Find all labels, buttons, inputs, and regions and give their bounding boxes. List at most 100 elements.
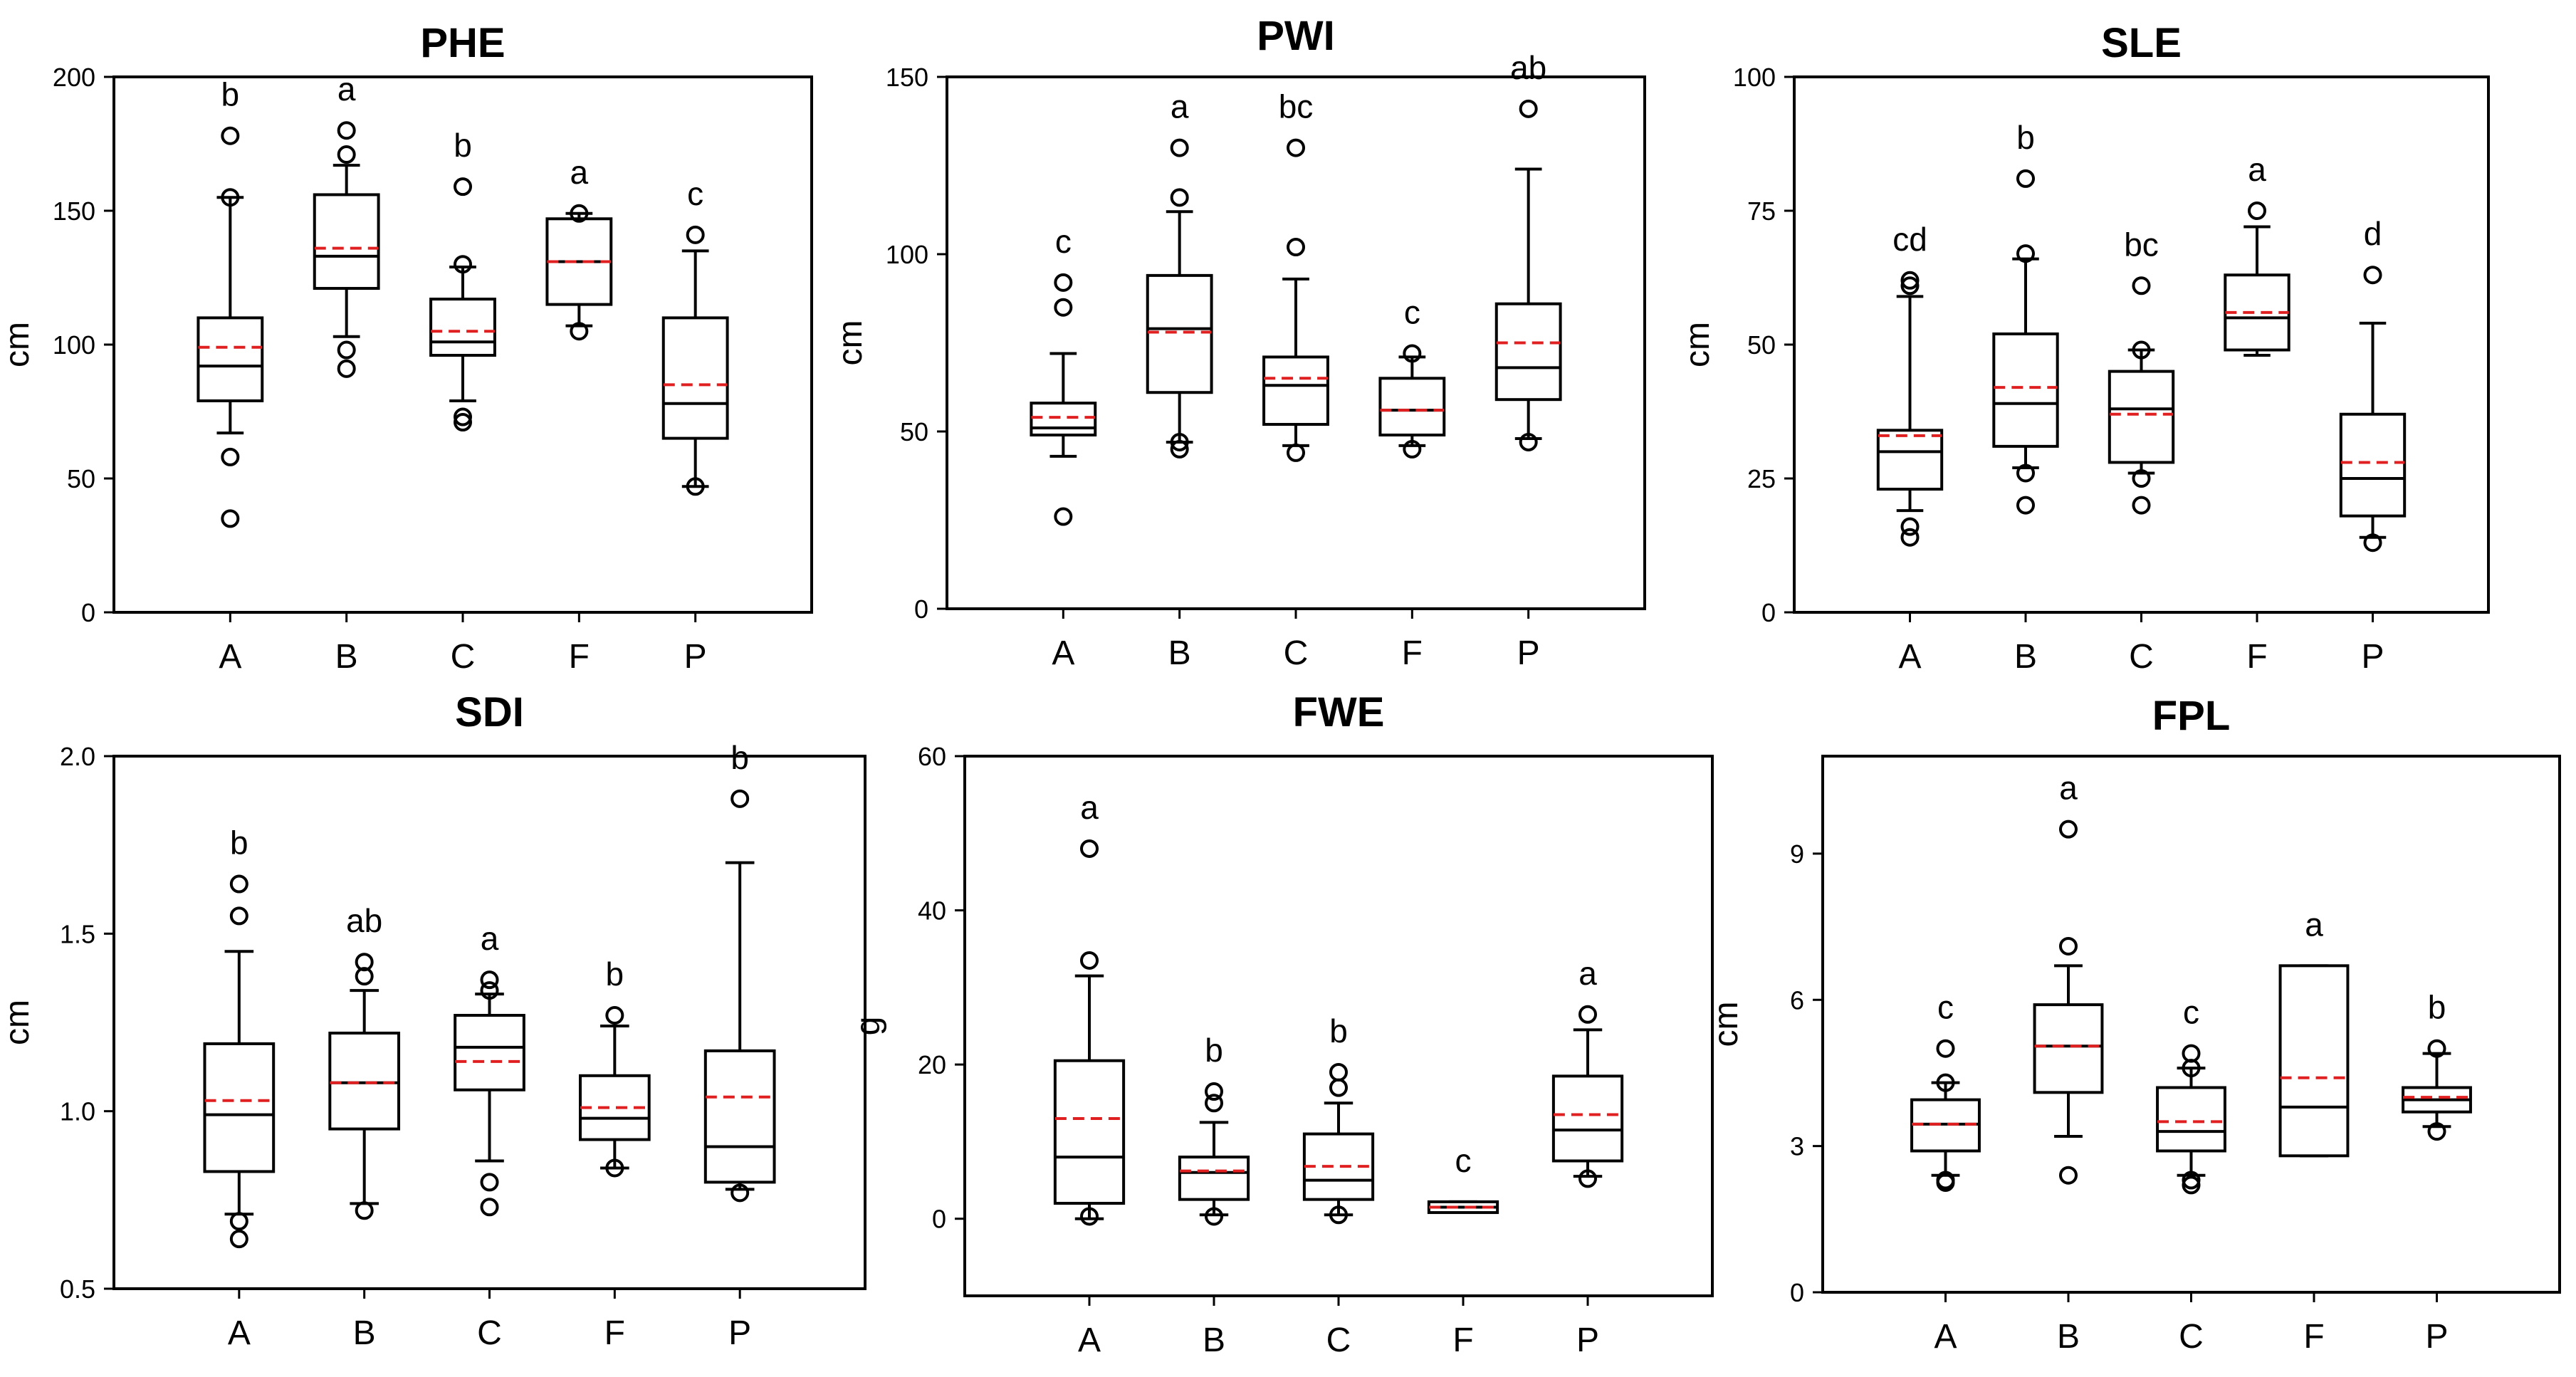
outlier-point — [355, 967, 374, 986]
outlier-point — [1329, 1078, 1348, 1097]
box-c: b — [429, 127, 496, 432]
y-tick-label: 0 — [1761, 598, 1776, 627]
x-tick-label: A — [228, 1314, 251, 1352]
iqr-box — [1146, 273, 1213, 394]
outlier-point — [1936, 1173, 1955, 1192]
x-tick-label: P — [728, 1314, 751, 1352]
outlier-point — [2182, 1059, 2201, 1078]
box-b: a — [1146, 88, 1213, 459]
outlier-point — [2363, 266, 2382, 285]
iqr-box — [1551, 1074, 1624, 1163]
outlier-point — [1403, 439, 1422, 459]
panel-fpl: FPL cm 0 3 6 9 c Aa Bc Ca Fb P — [1707, 693, 2561, 1356]
outlier-point — [2059, 820, 2078, 839]
outlier-point — [1054, 507, 1073, 526]
box-a: c — [1030, 223, 1097, 526]
significance-letter: a — [2305, 906, 2323, 943]
significance-letter: b — [230, 824, 248, 862]
outlier-point — [686, 225, 705, 244]
outlier-point — [454, 255, 472, 274]
x-tick-label: F — [2246, 638, 2267, 676]
y-axis-label: g — [849, 1017, 887, 1036]
outlier-point — [480, 981, 499, 1000]
iqr-box — [1378, 377, 1446, 436]
box-c: b — [1302, 1012, 1375, 1225]
box-p: a — [1551, 955, 1624, 1188]
iqr-box — [1178, 1156, 1250, 1201]
significance-letter: cd — [1892, 221, 1927, 258]
x-tick-label: B — [2057, 1318, 2080, 1356]
outlier-point — [221, 126, 240, 145]
iqr-box — [2278, 964, 2350, 1158]
y-tick-label: 6 — [1790, 985, 1804, 1015]
outlier-point — [1205, 1207, 1223, 1226]
significance-letter: a — [2248, 151, 2266, 188]
outlier-point — [1287, 138, 1305, 157]
outlier-point — [2132, 469, 2151, 488]
significance-letter: b — [606, 955, 624, 993]
box-b: ab — [328, 902, 401, 1220]
outlier-point — [337, 145, 356, 164]
x-tick-label: A — [1078, 1321, 1101, 1359]
outlier-point — [221, 447, 240, 466]
x-tick-label: F — [2303, 1318, 2324, 1356]
outlier-point — [2182, 1176, 2201, 1195]
x-tick-label: C — [1284, 634, 1309, 672]
outlier-point — [605, 1158, 624, 1178]
outlier-point — [337, 340, 356, 360]
outlier-point — [1936, 1073, 1955, 1092]
x-tick-label: P — [2361, 638, 2384, 676]
outlier-point — [1054, 298, 1073, 317]
box-f: a — [545, 154, 613, 341]
x-tick-label: C — [2129, 638, 2154, 676]
iqr-box — [203, 1042, 276, 1173]
y-tick-label: 40 — [918, 896, 946, 926]
outlier-point — [2059, 1166, 2078, 1185]
panel-title: FWE — [1293, 689, 1385, 735]
y-tick-label: 150 — [886, 63, 928, 92]
x-tick-label: F — [569, 638, 590, 676]
box-c: a — [454, 920, 525, 1217]
significance-letter: a — [1080, 789, 1099, 826]
outlier-point — [1936, 1039, 1955, 1058]
iqr-box — [1876, 429, 1944, 491]
y-tick-label: 25 — [1747, 464, 1776, 493]
box-c: bc — [1262, 88, 1329, 462]
outlier-point — [480, 1173, 499, 1192]
x-tick-label: F — [604, 1314, 625, 1352]
outlier-point — [1170, 439, 1189, 459]
iqr-box — [2108, 370, 2175, 464]
outlier-point — [2059, 936, 2078, 955]
significance-letter: a — [337, 70, 356, 108]
significance-letter: c — [2183, 994, 2199, 1031]
panel-title: PWI — [1257, 13, 1335, 59]
iqr-box — [1494, 302, 1562, 402]
y-tick-label: 2.0 — [60, 742, 95, 771]
box-p: b — [703, 739, 776, 1203]
outlier-point — [2016, 244, 2035, 263]
significance-letter: c — [1455, 1142, 1472, 1179]
iqr-box — [2339, 412, 2407, 518]
plot-frame — [1793, 75, 2490, 614]
iqr-box — [661, 316, 729, 440]
box-a: a — [1053, 789, 1126, 1226]
significance-letter: b — [2016, 119, 2035, 156]
y-tick-label: 100 — [1733, 63, 1776, 92]
outlier-point — [229, 1212, 248, 1231]
panel-title: SDI — [455, 689, 524, 735]
y-tick-label: 20 — [918, 1050, 946, 1079]
outlier-point — [731, 789, 750, 808]
outlier-point — [454, 413, 472, 432]
significance-letter: a — [2059, 770, 2078, 807]
outlier-point — [1287, 238, 1305, 257]
significance-letter: bc — [2124, 226, 2159, 263]
outlier-point — [1205, 1082, 1223, 1101]
iqr-box — [429, 298, 496, 357]
significance-letter: d — [2364, 215, 2382, 252]
iqr-box — [328, 1031, 401, 1131]
panel-phe: PHE cm 0 50 100 150 200 b Aa Bb Ca Fc P — [0, 20, 813, 676]
outlier-point — [1578, 1169, 1597, 1188]
outlier-point — [480, 1198, 499, 1217]
box-a: cd — [1876, 221, 1944, 547]
